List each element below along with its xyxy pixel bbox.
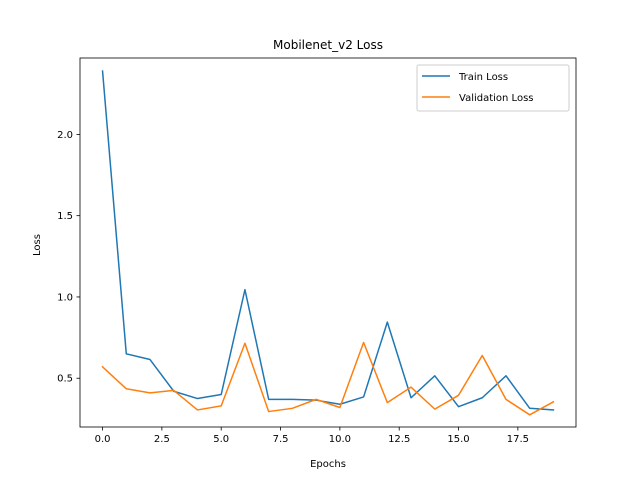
x-tick-label: 15.0 [447, 434, 469, 445]
legend: Train Loss Validation Loss [416, 64, 570, 112]
x-axis-label: Epochs [310, 459, 346, 470]
x-tick-label: 0.0 [95, 434, 111, 445]
y-tick-label: 1.5 [57, 211, 73, 222]
series-line-train-loss [101, 70, 555, 411]
plot-area: 0.0 2.5 5.0 7.5 10.0 12.5 15.0 17.5 0.5 1.0 1.5 2.0 [57, 57, 577, 445]
x-tick-label: 7.5 [273, 434, 289, 445]
legend-label-train-loss: Train Loss [458, 72, 508, 83]
y-tick-label: 1.0 [57, 292, 73, 303]
x-tick-label: 2.5 [154, 434, 170, 445]
y-tick-label: 2.0 [57, 130, 73, 141]
y-axis-label: Loss [32, 234, 43, 256]
x-tick-label: 5.0 [213, 434, 229, 445]
x-tick-label: 12.5 [388, 434, 410, 445]
legend-box [416, 64, 570, 112]
series-line-validation-loss [101, 341, 555, 416]
y-tick-label: 0.5 [57, 374, 73, 385]
legend-label-validation-loss: Validation Loss [459, 93, 534, 104]
chart-title: Mobilenet_v2 Loss [273, 38, 383, 52]
axes-frame [79, 57, 577, 428]
x-tick-label: 10.0 [329, 434, 351, 445]
x-tick-label: 17.5 [507, 434, 529, 445]
